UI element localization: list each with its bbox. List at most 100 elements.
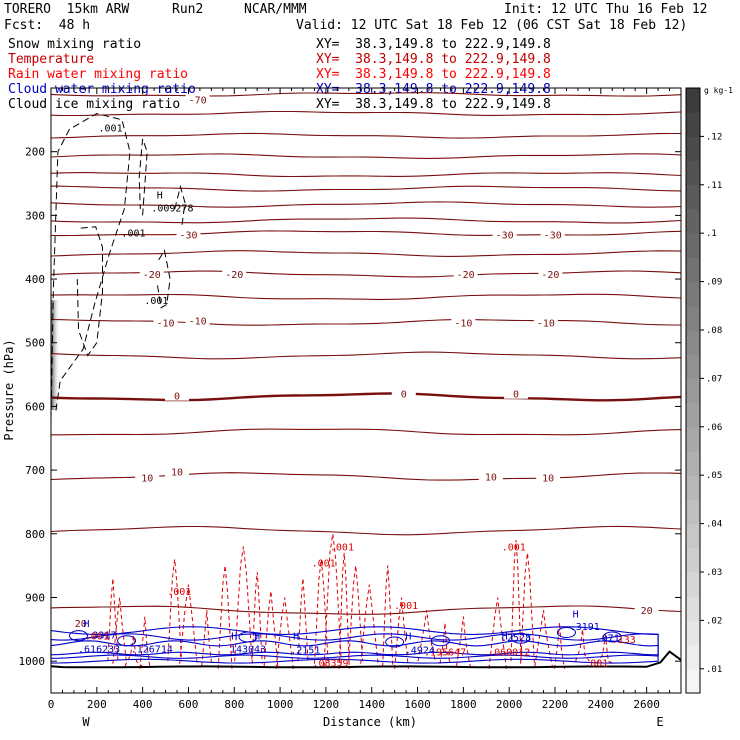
cloud-water-contour: [50, 640, 659, 656]
x-tick-label: 0: [48, 698, 55, 711]
colorbar-step: [686, 112, 700, 137]
colorbar-step: [686, 88, 700, 113]
field-xy-temperature: XY= 38.3,149.8 to 222.9,149.8: [316, 52, 551, 67]
label-knockout: [538, 267, 563, 279]
cloud-water-label: H: [502, 632, 508, 643]
field-name-temperature: Temperature: [8, 52, 95, 67]
cloud-water-label: H: [405, 632, 411, 643]
isotherm-minus45: [50, 185, 682, 192]
isotherm-5: [51, 428, 682, 436]
isotherm-label: -20: [457, 270, 475, 281]
model-title: TORERO 15km ARW: [4, 2, 130, 17]
rain-contour: [534, 610, 553, 667]
rain-label: .060012: [488, 648, 530, 659]
rain-contour: [596, 635, 615, 665]
y-tick-label: 1000: [19, 655, 46, 668]
colorbar-step: [686, 596, 700, 621]
x-tick-label: 200: [87, 698, 107, 711]
colorbar-tick-label: .04: [706, 520, 722, 530]
colorbar-tick-label: .1: [706, 229, 717, 239]
contour-labels: -70 -30 -30 -30 -20 -20 -20 -20 -10 -10 -10 -10 0 0 0 1…: [68, 93, 659, 669]
isotherm-label: -30: [496, 230, 514, 241]
snow-contour: [76, 226, 103, 357]
isotherm-minus50: [50, 172, 682, 178]
terrain: [50, 650, 682, 669]
isotherm-label: 10: [141, 474, 153, 485]
colorbar-step: [686, 330, 700, 355]
snow-contour: [50, 112, 131, 420]
colorbar-step: [686, 184, 700, 210]
colorbar-step: [686, 257, 700, 283]
cloud-water-label: .126714: [131, 644, 173, 655]
colorbar-tick-label: .09: [706, 278, 722, 288]
cloud-water-contour: [50, 633, 659, 659]
snow-contours: [50, 112, 186, 420]
x-tick-label: 2400: [588, 698, 615, 711]
x-tick-label: 1800: [450, 698, 477, 711]
init-time: Init: 12 UTC Thu 16 Feb 12: [504, 2, 708, 17]
x-tick-label: 2600: [633, 698, 660, 711]
label-knockout: [533, 316, 558, 328]
rain-contour: [217, 565, 233, 669]
rain-label: .001: [394, 601, 418, 612]
rain-contour: [139, 616, 151, 669]
isotherm-minus25: [50, 250, 682, 257]
isotherm-label: 10: [542, 474, 554, 485]
rain-contour: [251, 571, 263, 664]
field-name-snow: Snow mixing ratio: [8, 37, 142, 52]
snow-contour: [138, 138, 148, 216]
y-tick-label: 500: [25, 337, 45, 350]
cloud-water-label: .4924: [405, 646, 435, 657]
label-knockout: [453, 267, 478, 279]
colorbar-tick-label: .12: [706, 132, 722, 142]
isotherm-minus55: [50, 153, 682, 159]
x-tick-label: 2000: [496, 698, 523, 711]
rain-contour: [338, 552, 350, 669]
isotherm-15: [50, 525, 682, 536]
isotherm-label: 0: [174, 392, 180, 403]
cloud-water-contours: [50, 626, 659, 664]
colorbar-step: [686, 354, 700, 379]
cloud-water-cell: [238, 631, 258, 643]
rain-label: .133: [612, 635, 636, 646]
terrain-line: [50, 650, 682, 669]
y-tick-label: 700: [25, 464, 45, 477]
isotherm-0: [50, 392, 682, 402]
isotherm-minus10: [50, 318, 681, 326]
west-label: W: [82, 715, 90, 729]
snow-label: .001: [99, 123, 123, 134]
field-name-cloud-water: Cloud water mixing ratio: [8, 82, 196, 97]
isotherm-minus70: [50, 92, 682, 97]
x-axis-label: Distance (km): [323, 715, 417, 729]
rain-label: .001: [330, 543, 354, 554]
colorbar-tick-label: .01: [706, 665, 722, 675]
cloud-water-label: .2151: [290, 646, 320, 657]
rain-label: .08359: [312, 658, 348, 669]
cloud-water-cell: [430, 635, 450, 647]
cloud-water-label: 143043: [230, 644, 266, 655]
label-knockout: [492, 228, 517, 240]
cloud-water-cell: [556, 627, 576, 638]
isotherm-label: -20: [143, 270, 161, 281]
isotherm-minus65: [50, 110, 682, 117]
rain-label: .001: [85, 632, 109, 643]
rain-contour: [575, 629, 590, 662]
colorbar-step: [686, 281, 700, 307]
isotherm-label: -10: [157, 318, 175, 329]
rain-label: .001: [312, 558, 336, 569]
rain-contour: [179, 584, 198, 664]
cloud-water-label: H: [83, 619, 89, 630]
label-knockout: [391, 387, 416, 399]
label-knockout: [176, 228, 201, 240]
colorbar-step: [686, 233, 700, 258]
valid-time: Valid: 12 UTC Sat 18 Feb 12 (06 CST Sat …: [296, 18, 688, 33]
rain-contour: [417, 610, 436, 662]
cloud-water-label: H: [254, 632, 260, 643]
rain-contour: [263, 591, 279, 667]
x-tick-label: 600: [179, 698, 199, 711]
colorbar-tick-label: .05: [706, 471, 722, 481]
rain-contour: [456, 616, 471, 667]
label-knockout: [153, 316, 178, 328]
rain-contour: [382, 565, 394, 667]
field-xy-rain: XY= 38.3,149.8 to 222.9,149.8: [316, 67, 551, 82]
